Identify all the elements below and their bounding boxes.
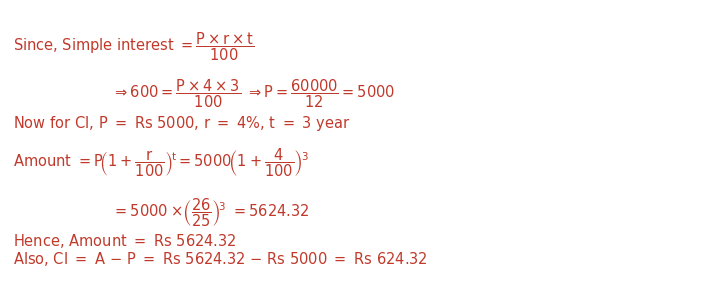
Text: $=5000\times\!\left(\dfrac{26}{25}\right)^{\!3}\ =5624.32$: $=5000\times\!\left(\dfrac{26}{25}\right…	[112, 196, 310, 229]
Text: $\rm Amount\ =P\!\left(1+\dfrac{r}{100}\right)^{\!t}=5000\!\left(1+\dfrac{4}{100: $\rm Amount\ =P\!\left(1+\dfrac{r}{100}\…	[13, 146, 309, 179]
Text: Also, CI $=$ A $-$ P $=$ Rs 5624.32 $-$ Rs 5000 $=$ Rs 624.32: Also, CI $=$ A $-$ P $=$ Rs 5624.32 $-$ …	[13, 250, 428, 268]
Text: Hence, Amount $=$ Rs 5624.32: Hence, Amount $=$ Rs 5624.32	[13, 232, 237, 250]
Text: Since, Simple interest $=\dfrac{\rm P\times r\times t}{100}$: Since, Simple interest $=\dfrac{\rm P\ti…	[13, 30, 254, 62]
Text: $\Rightarrow 600=\dfrac{\rm P\times 4\times 3}{100}\ \Rightarrow P=\dfrac{60000}: $\Rightarrow 600=\dfrac{\rm P\times 4\ti…	[112, 77, 395, 110]
Text: Now for CI, P $=$ Rs 5000, r $=$ 4%, t $=$ 3 year: Now for CI, P $=$ Rs 5000, r $=$ 4%, t $…	[13, 114, 351, 133]
